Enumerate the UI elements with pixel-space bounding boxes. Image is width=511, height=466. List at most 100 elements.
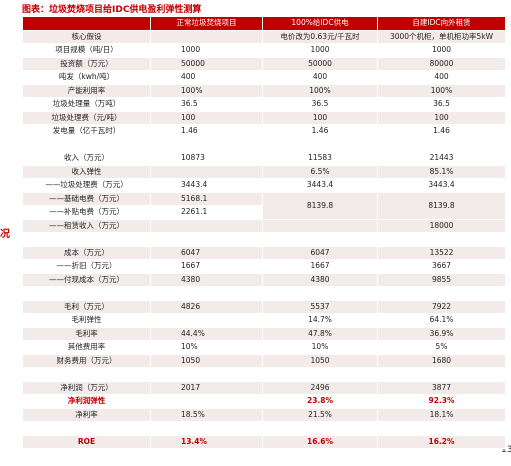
header-cell: 正常垃圾焚烧项目 bbox=[150, 16, 263, 31]
empty-cell bbox=[262, 232, 378, 247]
title: 图表：垃圾焚烧项目给IDC供电盈利弹性测算 bbox=[22, 5, 202, 15]
empty-cell bbox=[150, 421, 263, 436]
row-label: 成本（万元） bbox=[22, 245, 151, 260]
value-cell: 3667 bbox=[377, 259, 506, 274]
value-cell: 1.46 bbox=[377, 124, 506, 139]
value-cell: 100% bbox=[377, 83, 506, 98]
value-cell: 6047 bbox=[150, 245, 263, 260]
header-cell: 100%给IDC供电 bbox=[262, 16, 378, 31]
value-cell: 6047 bbox=[262, 245, 378, 260]
empty-cell bbox=[262, 286, 378, 301]
value-cell: 14.7% bbox=[262, 313, 378, 328]
table-row: ——垃圾处理费（万元） 3443.4 3443.4 3443.4 bbox=[22, 178, 506, 193]
row-label: 净利润弹性 bbox=[22, 394, 151, 409]
value-cell: 4380 bbox=[150, 272, 263, 287]
value-cell: 3443.4 bbox=[150, 178, 263, 193]
value-cell: 44.4% bbox=[150, 326, 263, 341]
value-cell: 3000个机柜，单机柜功率5kW bbox=[377, 29, 506, 44]
value-cell: 80000 bbox=[377, 56, 506, 71]
empty-cell bbox=[22, 421, 151, 436]
table-row: 其他费用率 10% 10% 5% bbox=[22, 340, 506, 355]
table-row: 收入（万元） 10873 11583 21443 bbox=[22, 151, 506, 166]
gap-row bbox=[22, 232, 506, 247]
value-cell: 1667 bbox=[150, 259, 263, 274]
value-cell: 10% bbox=[262, 340, 378, 355]
table-row: 投资额（万元） 50000 50000 80000 bbox=[22, 56, 506, 71]
value-cell: 1000 bbox=[150, 43, 263, 58]
value-cell: 6.5% bbox=[262, 164, 378, 179]
value-cell: 100 bbox=[377, 110, 506, 125]
row-label: 垃圾处理费（元/吨） bbox=[22, 110, 151, 125]
table-row: 发电量（亿千瓦时） 1.46 1.46 1.46 bbox=[22, 124, 506, 139]
header-cell bbox=[22, 16, 151, 31]
table-row: 净利润（万元） 2017 2496 3877 bbox=[22, 380, 506, 395]
table-row: 净利润弹性 23.8% 92.3% bbox=[22, 394, 506, 409]
empty-cell bbox=[150, 137, 263, 152]
value-cell: 50000 bbox=[150, 56, 263, 71]
value-cell: 23.8% bbox=[262, 394, 378, 409]
value-cell: 11583 bbox=[262, 151, 378, 166]
value-cell: 400 bbox=[377, 70, 506, 85]
row-label: 发电量（亿千瓦时） bbox=[22, 124, 151, 139]
value-cell: 7922 bbox=[377, 299, 506, 314]
value-cell: 92.3% bbox=[377, 394, 506, 409]
value-cell: 1050 bbox=[150, 353, 263, 368]
table-row: 项目规模（吨/日） 1000 1000 1000 bbox=[22, 43, 506, 58]
value-cell: 16.2% bbox=[377, 434, 506, 449]
empty-cell bbox=[22, 232, 151, 247]
row-label: ROE bbox=[22, 434, 151, 449]
row-label: 毛利（万元） bbox=[22, 299, 151, 314]
table-row: 产能利用率 100% 100% 100% bbox=[22, 83, 506, 98]
value-cell: 50000 bbox=[262, 56, 378, 71]
row-label: ——补贴电费（万元） bbox=[22, 205, 151, 220]
empty-cell bbox=[22, 137, 151, 152]
value-cell: 400 bbox=[150, 70, 263, 85]
row-label: 毛利率 bbox=[22, 326, 151, 341]
gap-row bbox=[22, 421, 506, 436]
table-row: 收入弹性 6.5% 85.1% bbox=[22, 164, 506, 179]
value-cell: 1000 bbox=[262, 43, 378, 58]
value-cell: 100% bbox=[150, 83, 263, 98]
merged-cell: 8139.8 bbox=[262, 191, 378, 220]
table-row: 吨发（kwh/吨） 400 400 400 bbox=[22, 70, 506, 85]
value-cell: 1.46 bbox=[150, 124, 263, 139]
value-cell: 10873 bbox=[150, 151, 263, 166]
empty-cell bbox=[377, 421, 506, 436]
value-cell: 36.5 bbox=[150, 97, 263, 112]
table-row: ——基础电费（万元） 5168.1 8139.8 8139.8 bbox=[22, 191, 506, 220]
table: 正常垃圾焚烧项目 100%给IDC供电 自建IDC向外租赁 核心假设 电价改为0.63… bbox=[22, 16, 506, 449]
empty-cell bbox=[377, 286, 506, 301]
table-row: 财务费用（万元） 1050 1050 1680 bbox=[22, 353, 506, 368]
row-label: 净利润（万元） bbox=[22, 380, 151, 395]
side-fragment: 况 bbox=[0, 229, 10, 240]
empty-cell bbox=[150, 286, 263, 301]
value-cell: 1680 bbox=[377, 353, 506, 368]
page-number: 13 bbox=[501, 445, 511, 455]
empty-cell bbox=[150, 29, 263, 44]
value-cell: 9855 bbox=[377, 272, 506, 287]
value-cell: 47.8% bbox=[262, 326, 378, 341]
value-cell: 3443.4 bbox=[377, 178, 506, 193]
header-row: 正常垃圾焚烧项目 100%给IDC供电 自建IDC向外租赁 bbox=[22, 16, 506, 31]
value-cell: 64.1% bbox=[377, 313, 506, 328]
value-cell: 10% bbox=[150, 340, 263, 355]
value-cell: 36.5 bbox=[262, 97, 378, 112]
value-cell: 100% bbox=[262, 83, 378, 98]
row-label: ——基础电费（万元） bbox=[22, 191, 151, 206]
value-cell: 85.1% bbox=[377, 164, 506, 179]
empty-cell bbox=[262, 367, 378, 382]
row-label: 其他费用率 bbox=[22, 340, 151, 355]
value-cell: 18.5% bbox=[150, 407, 263, 422]
value-cell: 1050 bbox=[262, 353, 378, 368]
value-cell: 3877 bbox=[377, 380, 506, 395]
row-label: 项目规模（吨/日） bbox=[22, 43, 151, 58]
value-cell: 1667 bbox=[262, 259, 378, 274]
empty-cell bbox=[377, 232, 506, 247]
row-label: 投资额（万元） bbox=[22, 56, 151, 71]
gap-row bbox=[22, 367, 506, 382]
row-label: ——租赁收入（万元） bbox=[22, 218, 151, 233]
empty-cell bbox=[377, 137, 506, 152]
table-row: 毛利弹性 14.7% 64.1% bbox=[22, 313, 506, 328]
row-label: 毛利弹性 bbox=[22, 313, 151, 328]
empty-cell bbox=[262, 218, 378, 233]
